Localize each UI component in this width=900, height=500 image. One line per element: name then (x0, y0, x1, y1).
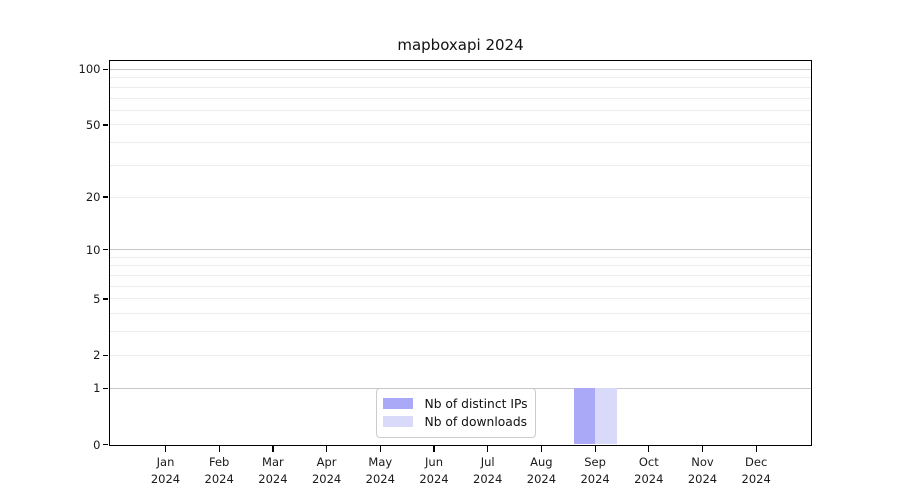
gridline-minor (109, 97, 811, 99)
y-tick (102, 196, 108, 198)
x-tick-month: Aug (530, 454, 553, 469)
gridline-minor (109, 196, 811, 198)
y-tick-label: 2 (93, 348, 101, 363)
x-tick-month: Nov (691, 454, 714, 469)
x-tick-month: Mar (262, 454, 284, 469)
x-tick-month: Dec (745, 454, 768, 469)
gridline-minor (109, 124, 811, 126)
legend-label-distinct-ips: Nb of distinct IPs (424, 396, 528, 411)
gridline-minor (109, 164, 811, 166)
y-tick (102, 443, 108, 446)
gridline-minor (109, 313, 811, 315)
x-tick-label: May 2024 (340, 454, 420, 489)
x-tick-year: 2024 (473, 471, 503, 486)
legend-swatch-downloads (382, 416, 413, 427)
x-tick-month: Oct (638, 454, 659, 469)
x-tick-month: Jul (480, 454, 495, 469)
x-tick-year: 2024 (580, 471, 610, 486)
x-tick (701, 446, 704, 452)
x-tick (540, 446, 543, 452)
x-tick-year: 2024 (419, 471, 449, 486)
y-tick-label: 20 (85, 190, 101, 205)
x-tick-label: Sep 2024 (555, 454, 635, 489)
gridline-minor (109, 86, 811, 88)
gridline-major (109, 68, 811, 70)
gridline-minor (109, 275, 811, 276)
y-tick (102, 387, 108, 389)
x-tick-year: 2024 (365, 471, 395, 486)
legend: Nb of distinct IPs Nb of downloads (375, 387, 536, 438)
gridline-minor (109, 298, 811, 300)
gridline-minor (109, 265, 811, 267)
legend-item-distinct-ips: Nb of distinct IPs (382, 395, 528, 413)
x-tick (755, 446, 757, 452)
x-tick-label: Mar 2024 (233, 454, 313, 489)
x-tick-year: 2024 (258, 471, 288, 486)
legend-label-downloads: Nb of downloads (424, 414, 528, 429)
gridline-minor (109, 285, 811, 287)
x-tick-label: Jul 2024 (448, 454, 528, 489)
y-tick (102, 298, 108, 300)
y-tick (102, 68, 108, 71)
gridline-minor (109, 354, 811, 356)
x-tick-label: Jan 2024 (126, 454, 206, 489)
y-tick-label: 1 (93, 381, 101, 396)
x-tick (164, 446, 167, 452)
y-tick-label: 0 (93, 437, 101, 452)
x-tick-month: Jun (425, 454, 443, 469)
x-tick (272, 446, 274, 452)
gridline-minor (109, 256, 811, 258)
x-tick-year: 2024 (204, 471, 234, 486)
y-tick-label: 10 (85, 242, 101, 257)
chart-title: mapboxapi 2024 (397, 36, 524, 54)
x-tick-label: Apr 2024 (287, 454, 367, 489)
gridline-minor (109, 77, 811, 79)
x-tick-year: 2024 (741, 471, 771, 486)
x-tick-year: 2024 (687, 471, 718, 486)
x-tick-label: Nov 2024 (663, 454, 743, 489)
y-tick-label: 50 (85, 117, 101, 132)
x-tick-month: Feb (209, 454, 230, 469)
legend-item-downloads: Nb of downloads (382, 413, 528, 431)
bar-distinct-ips-sep-2024 (573, 388, 596, 445)
x-tick-year: 2024 (526, 471, 557, 486)
x-tick-label: Aug 2024 (501, 454, 581, 489)
y-tick-label: 5 (93, 291, 101, 306)
y-tick (102, 124, 108, 126)
gridline-major (109, 249, 811, 251)
x-tick (218, 446, 220, 452)
gridline-minor (109, 109, 811, 111)
y-tick (102, 249, 108, 251)
plot-area: Nb of distinct IPs Nb of downloads 0 1 2 5 1… (79, 59, 812, 486)
gridline-minor (109, 142, 811, 144)
x-tick (594, 446, 596, 452)
x-tick-year: 2024 (150, 471, 181, 486)
x-tick (648, 446, 650, 452)
x-tick-month: Sep (584, 454, 606, 469)
x-tick-month: Jan (156, 454, 175, 469)
x-tick-year: 2024 (311, 471, 342, 486)
x-tick (433, 446, 435, 452)
gridline-minor (109, 331, 811, 333)
x-tick-label: Dec 2024 (716, 454, 796, 489)
x-tick-label: Feb 2024 (179, 454, 259, 489)
x-tick (326, 446, 328, 452)
x-tick-month: May (368, 454, 393, 469)
y-tick (102, 354, 108, 356)
x-tick-label: Oct 2024 (609, 454, 689, 489)
x-tick (379, 446, 381, 452)
gridline-major (109, 387, 811, 389)
x-tick-label: Jun 2024 (394, 454, 474, 489)
x-tick-year: 2024 (634, 471, 664, 486)
y-tick-label: 100 (78, 62, 101, 77)
legend-swatch-distinct-ips (382, 398, 413, 409)
bar-downloads-sep-2024 (595, 388, 617, 445)
x-tick-month: Apr (316, 454, 337, 469)
x-tick (487, 446, 489, 452)
